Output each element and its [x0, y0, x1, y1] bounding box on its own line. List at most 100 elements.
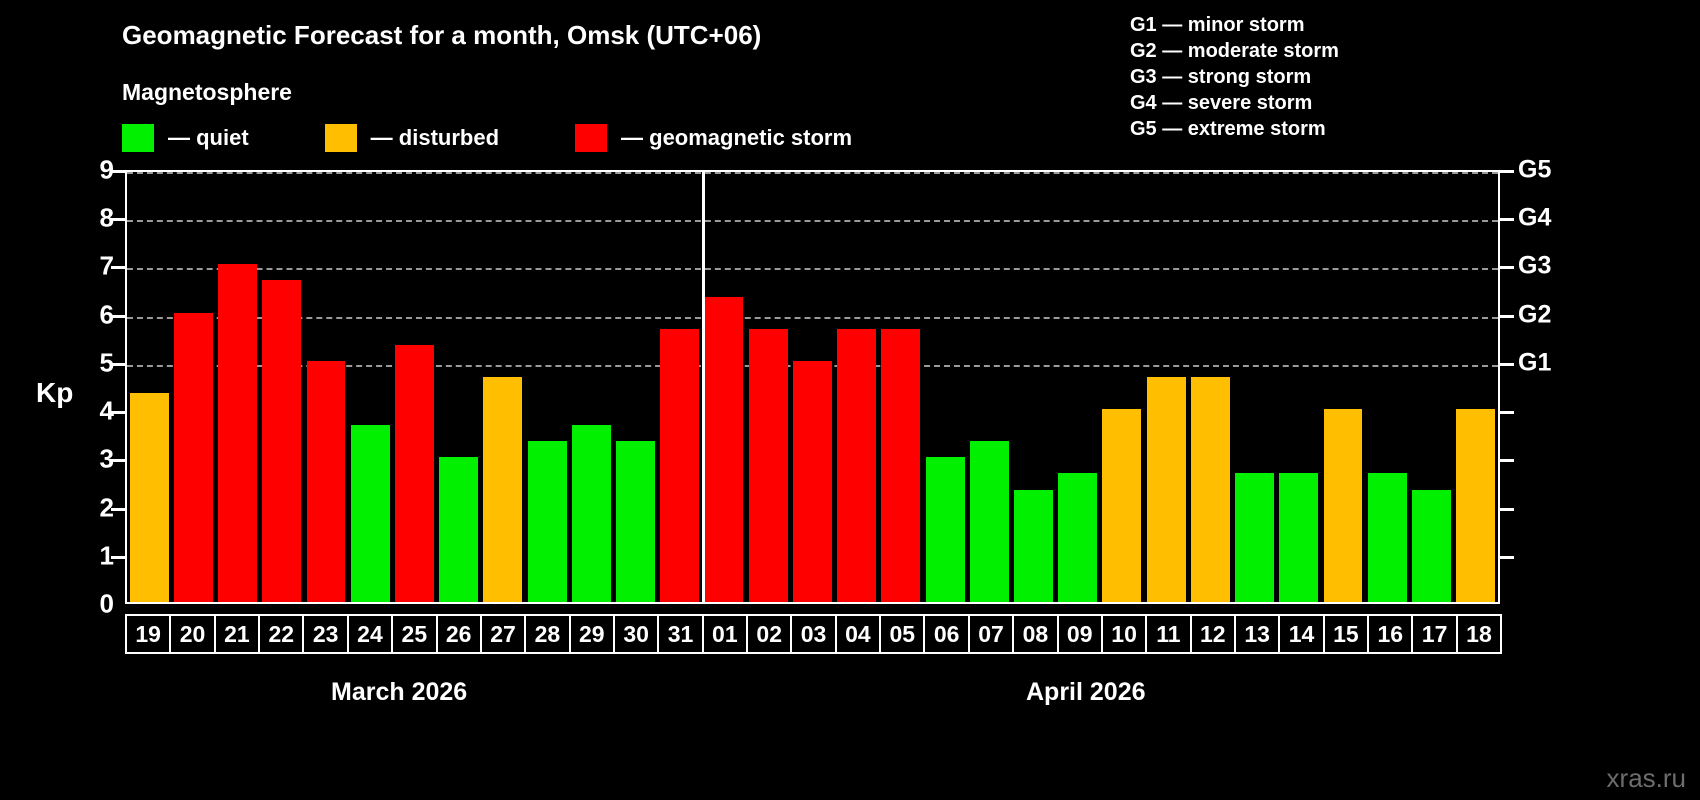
bar-cell	[304, 172, 348, 602]
date-label-23: 23	[302, 614, 349, 654]
bar-series	[127, 172, 1498, 602]
date-label-17: 17	[1411, 614, 1458, 654]
legend-swatch-storm	[575, 124, 608, 152]
bar-cell	[923, 172, 967, 602]
bar-cell	[613, 172, 657, 602]
date-label-05: 05	[879, 614, 926, 654]
bar-12	[1190, 376, 1230, 602]
bar-25	[394, 344, 434, 602]
date-label-29: 29	[568, 614, 615, 654]
bar-26	[439, 457, 479, 602]
g-minor-tick-mark	[1500, 555, 1514, 559]
bar-07	[969, 441, 1009, 602]
date-label-06: 06	[923, 614, 970, 654]
bar-cell	[1188, 172, 1232, 602]
legend-label-quiet: — quiet	[168, 125, 249, 150]
date-label-11: 11	[1145, 614, 1192, 654]
date-label-25: 25	[391, 614, 438, 654]
date-label-18: 18	[1455, 614, 1503, 654]
y-tick-mark	[111, 555, 125, 559]
storm-scale-row: G4 — severe storm	[1130, 92, 1313, 114]
page-title: Geomagnetic Forecast for a month, Omsk (…	[122, 20, 762, 50]
watermark: xras.ru	[1606, 763, 1686, 793]
gridline	[127, 220, 1498, 223]
g-minor-tick-mark	[1500, 507, 1514, 511]
legend-item-quiet: — quiet	[122, 124, 249, 152]
g-minor-tick-mark	[1500, 411, 1514, 415]
date-label-27: 27	[479, 614, 527, 654]
bar-29	[571, 425, 611, 602]
bar-23	[306, 360, 346, 602]
bar-13	[1235, 473, 1275, 602]
bar-20	[173, 312, 213, 602]
date-label-22: 22	[258, 614, 305, 654]
y-tick-label: 7	[99, 250, 114, 281]
bar-cell	[1277, 172, 1321, 602]
bar-cell	[746, 172, 790, 602]
g-minor-tick-mark	[1500, 459, 1514, 463]
bar-16	[1367, 473, 1407, 602]
y-tick-label: 4	[99, 395, 114, 426]
bar-cell	[392, 172, 436, 602]
g-tick-label: G5	[1518, 155, 1552, 184]
g-tick-mark	[1500, 218, 1514, 222]
bar-05	[881, 328, 921, 602]
y-tick-label: 6	[99, 299, 114, 330]
y-tick-label: 0	[99, 588, 114, 619]
bar-08	[1014, 489, 1053, 602]
bar-cell	[967, 172, 1011, 602]
month-label-march: March 2026	[331, 678, 468, 706]
y-tick-label: 2	[99, 492, 114, 523]
bar-cell	[569, 172, 613, 602]
g-tick-label: G2	[1518, 300, 1552, 329]
bar-cell	[260, 172, 304, 602]
bar-17	[1412, 489, 1451, 602]
date-label-24: 24	[346, 614, 394, 654]
date-label-19: 19	[125, 614, 172, 654]
bar-cell	[215, 172, 259, 602]
bar-cell	[1056, 172, 1100, 602]
date-label-02: 02	[746, 614, 793, 654]
y-tick-mark	[111, 411, 125, 415]
date-label-03: 03	[790, 614, 837, 654]
g-tick-mark	[1500, 362, 1514, 366]
bar-03	[792, 360, 832, 602]
date-label-15: 15	[1322, 614, 1370, 654]
y-tick-mark	[111, 459, 125, 463]
bar-cell	[1321, 172, 1365, 602]
date-label-26: 26	[435, 614, 482, 654]
bar-09	[1058, 473, 1098, 602]
bar-15	[1323, 409, 1363, 602]
legend-swatch-quiet	[122, 124, 154, 152]
bar-cell	[879, 172, 923, 602]
bar-21	[218, 264, 257, 602]
bar-10	[1102, 409, 1142, 602]
bar-02	[748, 328, 788, 602]
bar-cell	[658, 172, 702, 602]
date-label-01: 01	[701, 614, 749, 654]
storm-scale-row: G3 — strong storm	[1130, 66, 1312, 88]
bar-cell	[437, 172, 481, 602]
bar-27	[483, 376, 523, 602]
bar-cell	[835, 172, 879, 602]
date-label-10: 10	[1100, 614, 1148, 654]
storm-scale-row: G2 — moderate storm	[1130, 40, 1339, 62]
g-tick-mark	[1500, 266, 1514, 270]
y-axis-title: Kp	[36, 377, 74, 408]
bar-22	[262, 280, 302, 602]
date-label-09: 09	[1056, 614, 1103, 654]
legend-swatch-disturbed	[324, 124, 357, 152]
bar-cell	[525, 172, 569, 602]
storm-scale-row: G5 — extreme storm	[1130, 118, 1326, 140]
date-label-20: 20	[169, 614, 216, 654]
y-tick-label: 8	[99, 202, 114, 233]
month-divider	[702, 172, 706, 602]
y-tick-label: 9	[99, 154, 114, 185]
legend-label-storm: — geomagnetic storm	[621, 125, 853, 150]
bar-04	[837, 328, 877, 602]
date-axis: 19 20 21 22 23 24 25 26 27 28 29 30 31 01 02 03 04 05 06 07…	[125, 614, 1503, 654]
bar-14	[1279, 473, 1319, 602]
legend-label-disturbed: — disturbed	[370, 125, 500, 150]
y-tick-label: 1	[99, 540, 114, 571]
bar-31	[660, 328, 700, 602]
